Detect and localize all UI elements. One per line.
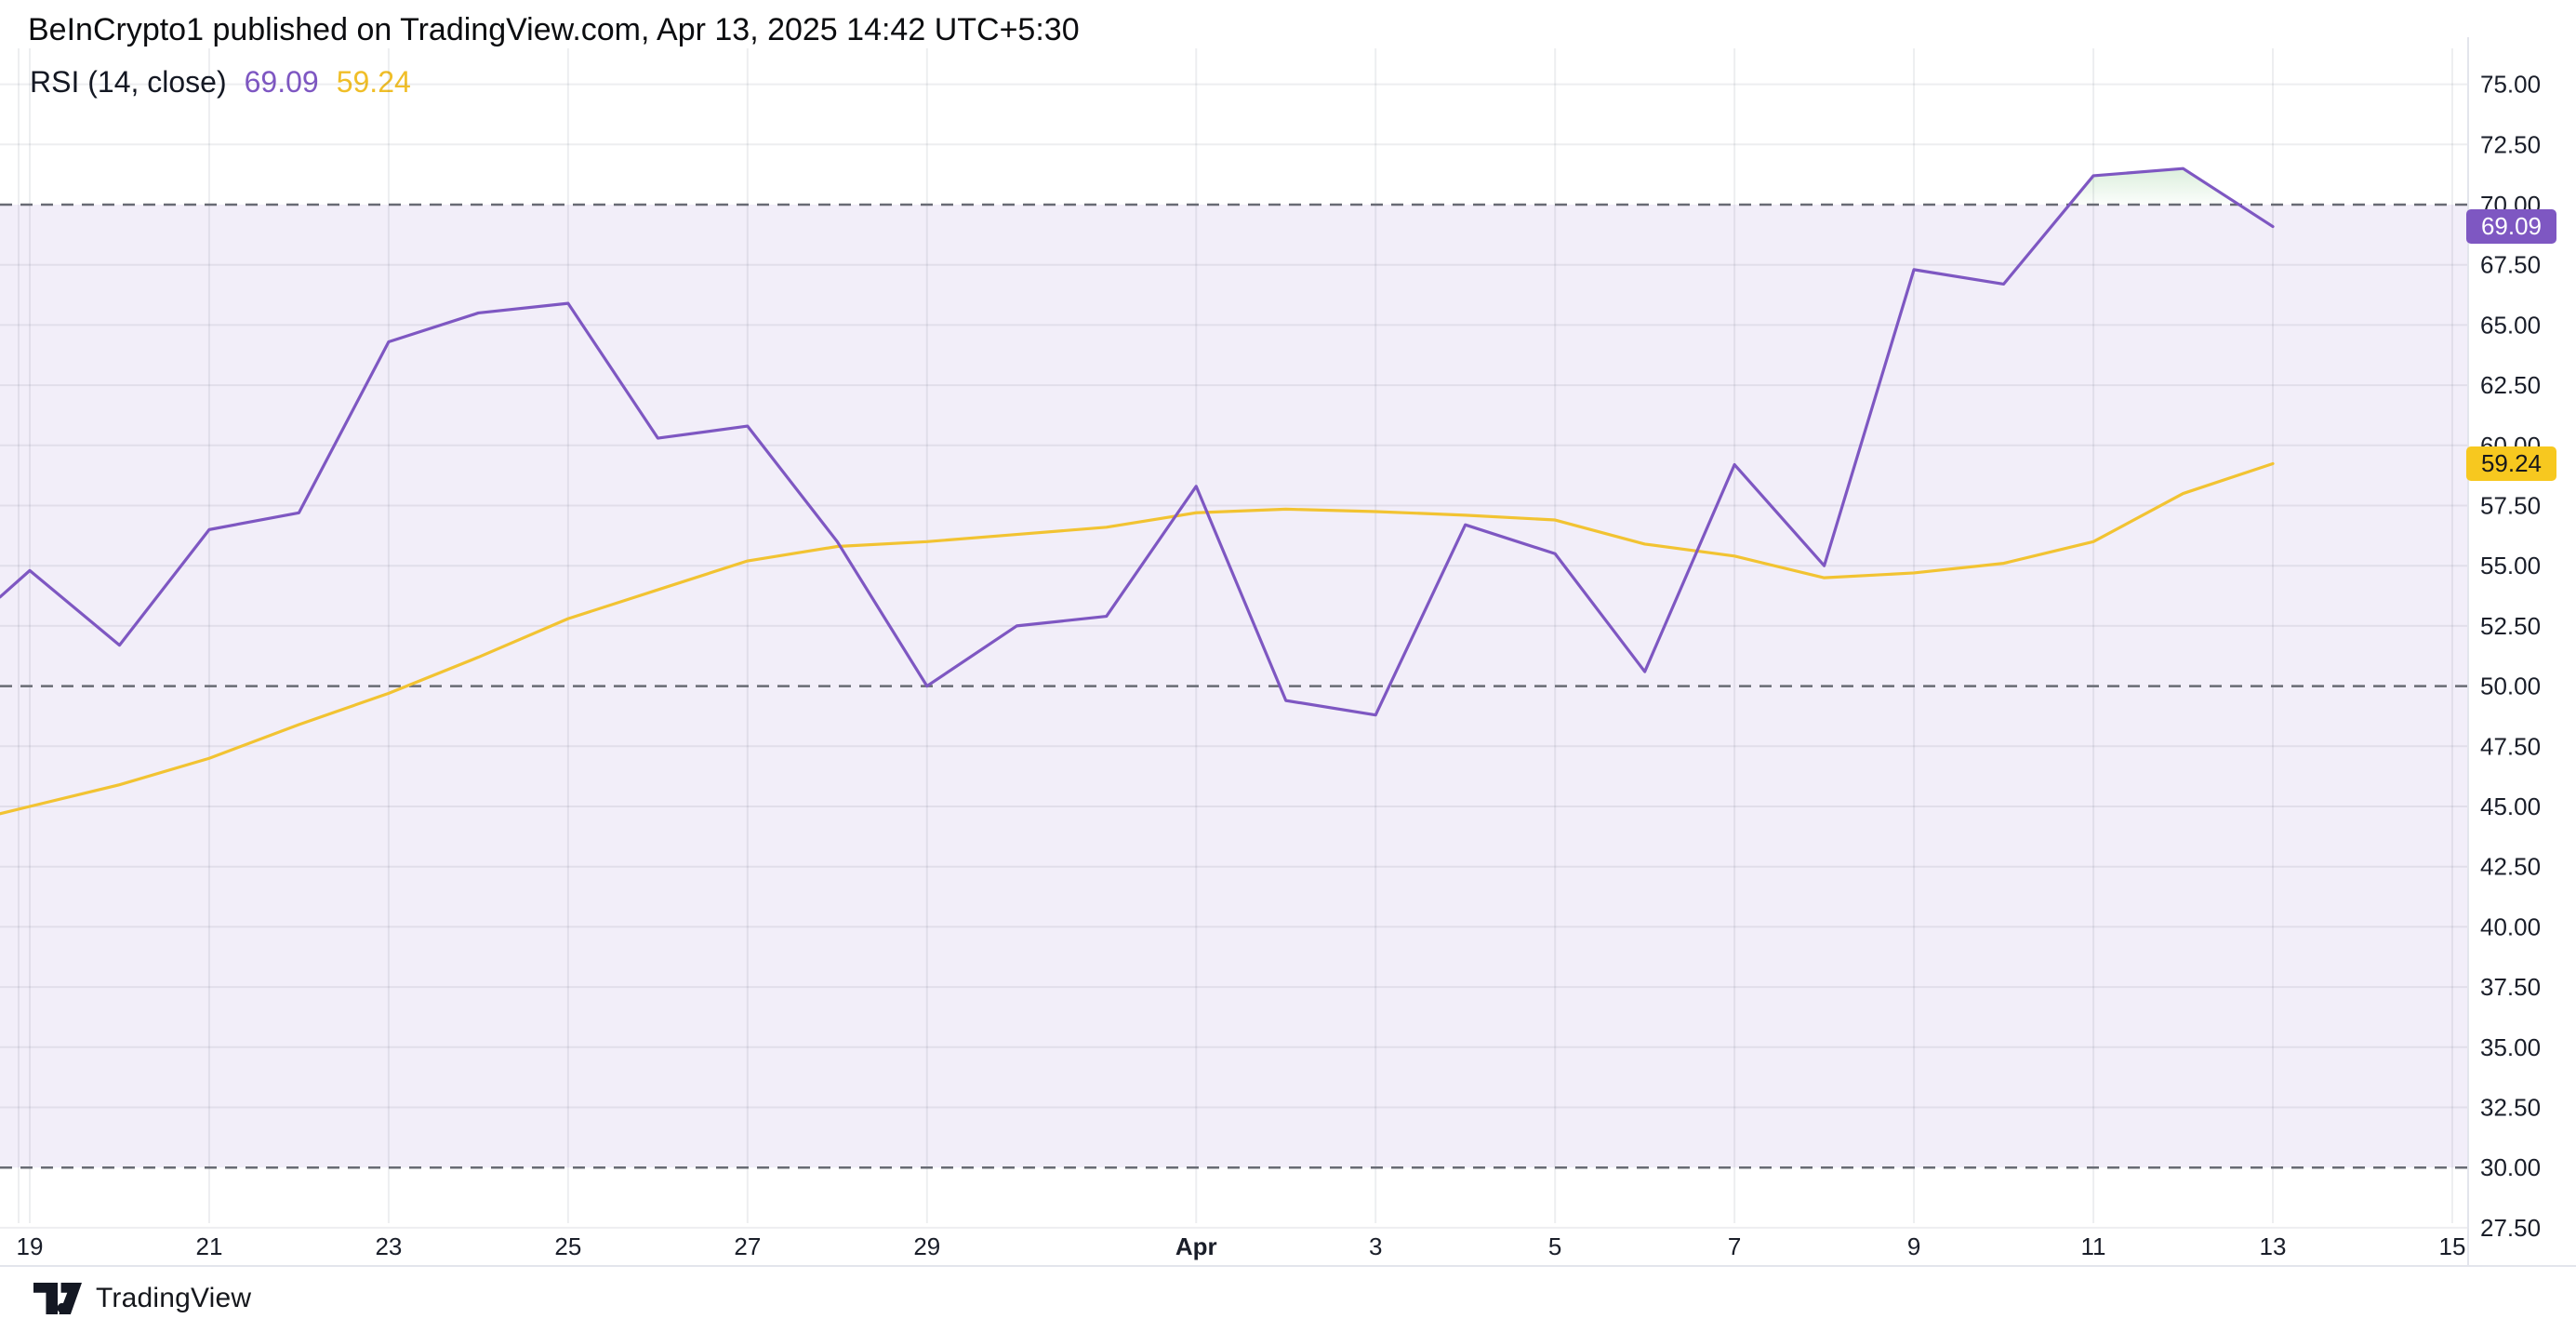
x-axis-label: 25	[554, 1232, 581, 1260]
y-axis-label: 72.50	[2480, 130, 2541, 158]
y-axis-label: 40.00	[2480, 912, 2541, 940]
x-axis-label: 15	[2438, 1232, 2465, 1260]
x-axis-label: 29	[913, 1232, 940, 1260]
tradingview-mark-icon	[33, 1282, 82, 1315]
x-axis-label: 19	[17, 1232, 44, 1260]
price-axis[interactable]	[2468, 0, 2576, 1266]
y-axis-label: 45.00	[2480, 793, 2541, 820]
time-axis[interactable]	[0, 1223, 2468, 1266]
y-axis-label: 32.50	[2480, 1094, 2541, 1122]
y-axis-label: 57.50	[2480, 492, 2541, 520]
x-axis-label: 9	[1907, 1232, 1920, 1260]
y-axis-label: 37.50	[2480, 973, 2541, 1001]
y-axis-label: 52.50	[2480, 612, 2541, 640]
legend-rsi-value: 69.09	[244, 65, 319, 99]
x-axis-label: 3	[1369, 1232, 1382, 1260]
x-axis-label: 23	[375, 1232, 402, 1260]
x-axis-label: 7	[1728, 1232, 1741, 1260]
y-axis-label: 42.50	[2480, 853, 2541, 881]
y-axis-label: 62.50	[2480, 371, 2541, 399]
y-axis-label: 65.00	[2480, 311, 2541, 339]
x-axis-label: Apr	[1175, 1232, 1217, 1260]
y-axis-label: 50.00	[2480, 673, 2541, 700]
x-axis-label: 27	[734, 1232, 761, 1260]
tradingview-wordmark: TradingView	[96, 1283, 252, 1313]
ma-line	[0, 461, 2275, 816]
legend-ma-value: 59.24	[336, 65, 411, 99]
y-axis-label: 30.00	[2480, 1153, 2541, 1181]
y-axis-label: 55.00	[2480, 552, 2541, 579]
x-axis-label: 21	[195, 1232, 222, 1260]
tradingview-logo[interactable]: TradingView	[33, 1280, 251, 1317]
x-axis-label: 5	[1548, 1232, 1561, 1260]
y-axis-label: 47.50	[2480, 732, 2541, 760]
y-axis-label: 67.50	[2480, 251, 2541, 279]
indicator-legend[interactable]: RSI (14, close) 69.09 59.24	[30, 64, 411, 100]
ma-price-badge: 59.24	[2466, 446, 2556, 481]
attribution-text: BeInCrypto1 published on TradingView.com…	[28, 12, 1080, 47]
y-axis-label: 27.50	[2480, 1214, 2541, 1242]
x-axis-label: 13	[2260, 1232, 2287, 1260]
rsi-price-badge: 69.09	[2466, 209, 2556, 244]
y-axis-label: 35.00	[2480, 1033, 2541, 1061]
x-axis-label: 11	[2081, 1232, 2106, 1260]
y-axis-label: 75.00	[2480, 71, 2541, 99]
indicator-title: RSI (14, close)	[30, 65, 227, 99]
rsi-line	[0, 166, 2275, 717]
